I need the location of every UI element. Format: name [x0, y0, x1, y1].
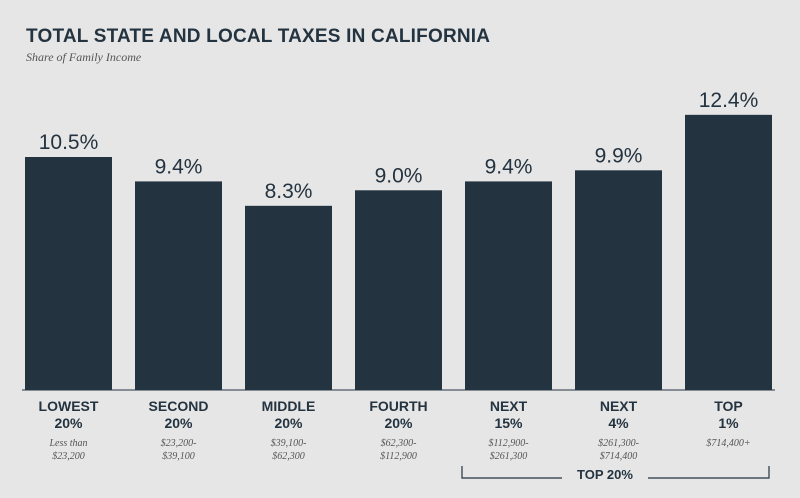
value-label-3: 9.0% — [375, 164, 423, 187]
group-bracket — [461, 466, 770, 479]
category-income-range-3: $62,300- $112,900 — [380, 438, 417, 462]
category-label-5: NEXT 4% — [599, 398, 638, 431]
category-label-2: MIDDLE 20% — [261, 398, 316, 431]
category-label-4: NEXT 15% — [489, 398, 528, 431]
category-income-range-0: Less than $23,200 — [49, 438, 88, 462]
value-label-1: 9.4% — [155, 155, 203, 178]
category-income-range-1: $23,200- $39,100 — [160, 438, 197, 462]
category-income-range-2: $39,100- $62,300 — [270, 438, 307, 462]
group-bracket-label: TOP 20% — [577, 467, 633, 482]
bar-2 — [245, 205, 332, 390]
category-label-3: FOURTH 20% — [369, 398, 428, 431]
value-label-2: 8.3% — [265, 180, 313, 203]
chart-title: TOTAL STATE AND LOCAL TAXES IN CALIFORNI… — [26, 26, 491, 47]
category-income-range-6: $714,400+ — [706, 438, 751, 449]
value-label-0: 10.5% — [39, 131, 99, 154]
value-label-4: 9.4% — [485, 155, 533, 178]
value-label-5: 9.9% — [595, 144, 643, 167]
category-label-1: SECOND 20% — [148, 398, 209, 431]
category-label-6: TOP 1% — [714, 398, 743, 431]
bar-6 — [685, 114, 772, 390]
bar-5 — [575, 170, 662, 390]
chart-subtitle: Share of Family Income — [26, 50, 142, 64]
bar-4 — [465, 181, 552, 390]
bar-0 — [25, 157, 112, 390]
category-income-range-4: $112,900- $261,300 — [488, 438, 529, 462]
category-income-range-5: $261,300- $714,400 — [598, 438, 639, 462]
category-label-0: LOWEST 20% — [38, 398, 99, 431]
value-label-6: 12.4% — [699, 89, 759, 112]
bar-1 — [135, 181, 222, 390]
bar-3 — [355, 190, 442, 390]
